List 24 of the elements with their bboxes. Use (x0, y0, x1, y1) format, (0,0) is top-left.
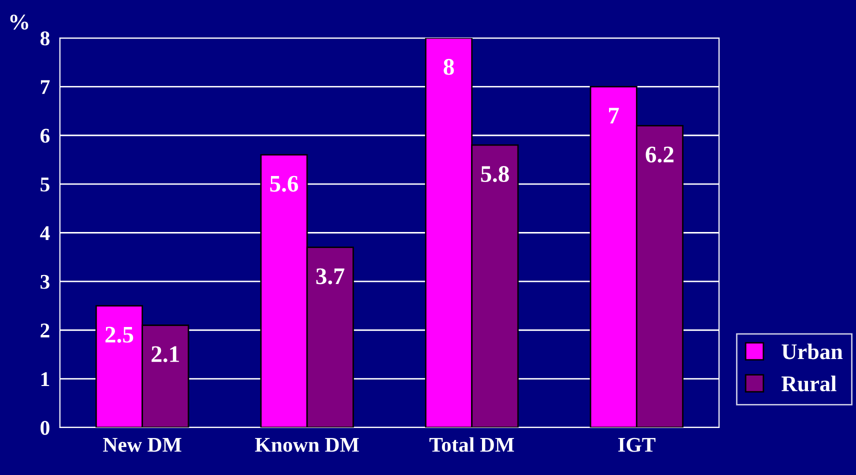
y-tick-label: 5 (40, 178, 50, 192)
y-tick-label: 4 (40, 226, 50, 240)
legend-label: Rural (782, 376, 836, 392)
data-label: 6.2 (646, 146, 674, 163)
x-tick-label: IGT (618, 438, 656, 452)
x-tick-label: Known DM (255, 438, 359, 452)
y-tick-label: 6 (40, 128, 50, 143)
data-label: 5.6 (270, 176, 298, 192)
data-label: 2.5 (105, 326, 134, 343)
y-tick-label: 8 (40, 31, 50, 46)
y-tick-label: 1 (41, 372, 50, 386)
data-label: 3.7 (316, 268, 344, 284)
data-label: 7 (609, 108, 619, 124)
y-tick-label: 3 (40, 274, 50, 289)
x-tick-label: Total DM (429, 437, 514, 452)
data-label: 5.8 (481, 166, 509, 182)
x-tick-label: New DM (103, 438, 182, 452)
y-tick-label: 2 (40, 324, 50, 338)
y-tick-label: 0 (40, 420, 50, 435)
legend-label: Urban (782, 344, 843, 360)
data-label: 2.1 (152, 346, 179, 362)
y-tick-label: 7 (40, 80, 50, 94)
y-axis-title: % (10, 14, 28, 30)
data-label: 8 (444, 58, 454, 75)
